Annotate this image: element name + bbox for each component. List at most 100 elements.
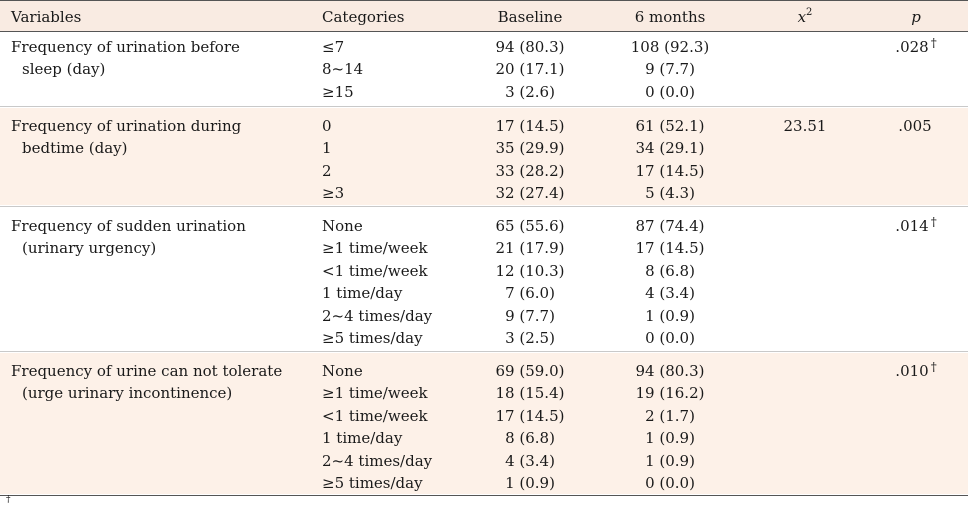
p-value-text: .010 xyxy=(895,362,929,380)
six-month-value: 9 (7.7) xyxy=(645,60,695,79)
baseline-value: 4 (3.4) xyxy=(505,451,555,470)
six-month-value: 34 (29.1) xyxy=(635,139,705,158)
category: ≥5 times/day xyxy=(322,329,423,348)
p-value-text: .005 xyxy=(898,117,932,135)
category-list: 0 1 2 ≥3 xyxy=(322,115,344,205)
category: ≥3 xyxy=(322,184,345,203)
six-month-value: 108 (92.3) xyxy=(630,38,710,56)
category: 1 time/day xyxy=(322,284,403,303)
six-month-value: 8 (6.8) xyxy=(645,261,695,280)
six-month-value: 61 (52.1) xyxy=(635,117,705,135)
six-month-value: 1 (0.9) xyxy=(645,451,695,470)
category: 2~4 times/day xyxy=(322,306,433,325)
header-categories: Categories xyxy=(322,8,405,26)
baseline-value: 33 (28.2) xyxy=(495,161,565,180)
category: 1 xyxy=(322,139,332,158)
header-6-months: 6 months xyxy=(634,8,706,26)
baseline-value: 94 (80.3) xyxy=(495,38,565,56)
baseline-value: 12 (10.3) xyxy=(495,261,565,280)
six-month-value: 17 (14.5) xyxy=(635,239,705,258)
baseline-value: 8 (6.8) xyxy=(505,429,555,448)
baseline-values: 69 (59.0) 18 (15.4) 17 (14.5) 8 (6.8) 4 … xyxy=(470,360,590,494)
category: 0 xyxy=(322,117,332,135)
category: None xyxy=(322,217,363,235)
six-month-values: 108 (92.3) 9 (7.7) 0 (0.0) xyxy=(615,36,725,103)
baseline-value: 21 (17.9) xyxy=(495,239,565,258)
chi-superscript: 2 xyxy=(806,7,813,18)
chi-symbol: x xyxy=(797,8,807,26)
dagger-mark: † xyxy=(930,215,937,229)
category-list: None ≥1 time/week <1 time/week 1 time/da… xyxy=(322,360,432,494)
baseline-value: 18 (15.4) xyxy=(495,384,565,403)
p-value-text: .028 xyxy=(895,38,929,56)
footnote-mark: † xyxy=(6,495,11,505)
variable-line-2: (urge urinary incontinence) xyxy=(22,384,233,402)
row-divider xyxy=(0,351,968,352)
variable-line-2: sleep (day) xyxy=(22,60,106,78)
category: 1 time/day xyxy=(322,429,403,448)
category: <1 time/week xyxy=(322,406,428,425)
category: ≥15 xyxy=(322,82,354,101)
six-month-value: 94 (80.3) xyxy=(635,362,705,380)
p-value: .028 † xyxy=(880,36,952,58)
six-month-value: 87 (74.4) xyxy=(635,217,705,235)
row-divider xyxy=(0,106,968,107)
p-value: .014 † xyxy=(880,215,952,237)
variable-label: Frequency of urination before sleep (day… xyxy=(11,36,301,80)
group-urination-during-bedtime: Frequency of urination during bedtime (d… xyxy=(0,108,968,205)
six-month-value: 19 (16.2) xyxy=(635,384,705,403)
variable-line-2: bedtime (day) xyxy=(22,139,128,157)
variable-label: Frequency of urine can not tolerate (urg… xyxy=(11,360,301,404)
p-value-text: .014 xyxy=(895,217,929,235)
category-list: None ≥1 time/week <1 time/week 1 time/da… xyxy=(322,215,432,349)
category: 8~14 xyxy=(322,60,364,79)
category: 2 xyxy=(322,161,332,180)
baseline-value: 17 (14.5) xyxy=(495,117,565,135)
six-month-value: 17 (14.5) xyxy=(635,161,705,180)
dagger-mark: † xyxy=(930,36,937,50)
six-month-value: 5 (4.3) xyxy=(645,184,695,203)
category: 2~4 times/day xyxy=(322,451,433,470)
variable-line-2: (urinary urgency) xyxy=(22,239,157,257)
six-month-value: 0 (0.0) xyxy=(645,474,695,493)
table-header: Variables Categories Baseline 6 months x… xyxy=(0,0,968,32)
six-month-value: 2 (1.7) xyxy=(645,406,695,425)
baseline-value: 32 (27.4) xyxy=(495,184,565,203)
baseline-value: 17 (14.5) xyxy=(495,406,565,425)
baseline-values: 17 (14.5) 35 (29.9) 33 (28.2) 32 (27.4) xyxy=(470,115,590,205)
header-chi-square: x2 xyxy=(750,7,860,27)
baseline-value: 69 (59.0) xyxy=(495,362,565,380)
baseline-value: 3 (2.5) xyxy=(505,329,555,348)
variable-line-1: Frequency of urination during xyxy=(11,117,242,135)
category-list: ≤7 8~14 ≥15 xyxy=(322,36,363,103)
header-p: p xyxy=(880,7,952,27)
group-sudden-urination: Frequency of sudden urination (urinary u… xyxy=(0,208,968,350)
baseline-value: 20 (17.1) xyxy=(495,60,565,79)
variable-label: Frequency of sudden urination (urinary u… xyxy=(11,215,301,259)
baseline-values: 94 (80.3) 20 (17.1) 3 (2.6) xyxy=(470,36,590,103)
baseline-value: 3 (2.6) xyxy=(505,82,555,101)
six-month-values: 87 (74.4) 17 (14.5) 8 (6.8) 4 (3.4) 1 (0… xyxy=(615,215,725,349)
six-month-value: 4 (3.4) xyxy=(645,284,695,303)
category: <1 time/week xyxy=(322,261,428,280)
six-month-values: 61 (52.1) 34 (29.1) 17 (14.5) 5 (4.3) xyxy=(615,115,725,205)
six-month-value: 1 (0.9) xyxy=(645,306,695,325)
category: None xyxy=(322,362,363,380)
six-month-value: 0 (0.0) xyxy=(645,329,695,348)
header-baseline: Baseline xyxy=(497,8,563,26)
category: ≥1 time/week xyxy=(322,239,428,258)
category: ≤7 xyxy=(322,38,345,56)
baseline-value: 35 (29.9) xyxy=(495,139,565,158)
row-divider xyxy=(0,206,968,207)
group-urination-before-sleep: Frequency of urination before sleep (day… xyxy=(0,36,968,106)
baseline-value: 65 (55.6) xyxy=(495,217,565,235)
variable-line-1: Frequency of sudden urination xyxy=(11,217,246,235)
six-month-value: 1 (0.9) xyxy=(645,429,695,448)
baseline-values: 65 (55.6) 21 (17.9) 12 (10.3) 7 (6.0) 9 … xyxy=(470,215,590,349)
baseline-value: 7 (6.0) xyxy=(505,284,555,303)
six-month-value: 0 (0.0) xyxy=(645,82,695,101)
p-symbol: p xyxy=(911,8,921,26)
variable-line-1: Frequency of urine can not tolerate xyxy=(11,362,283,380)
table-bottom-rule xyxy=(0,495,968,496)
